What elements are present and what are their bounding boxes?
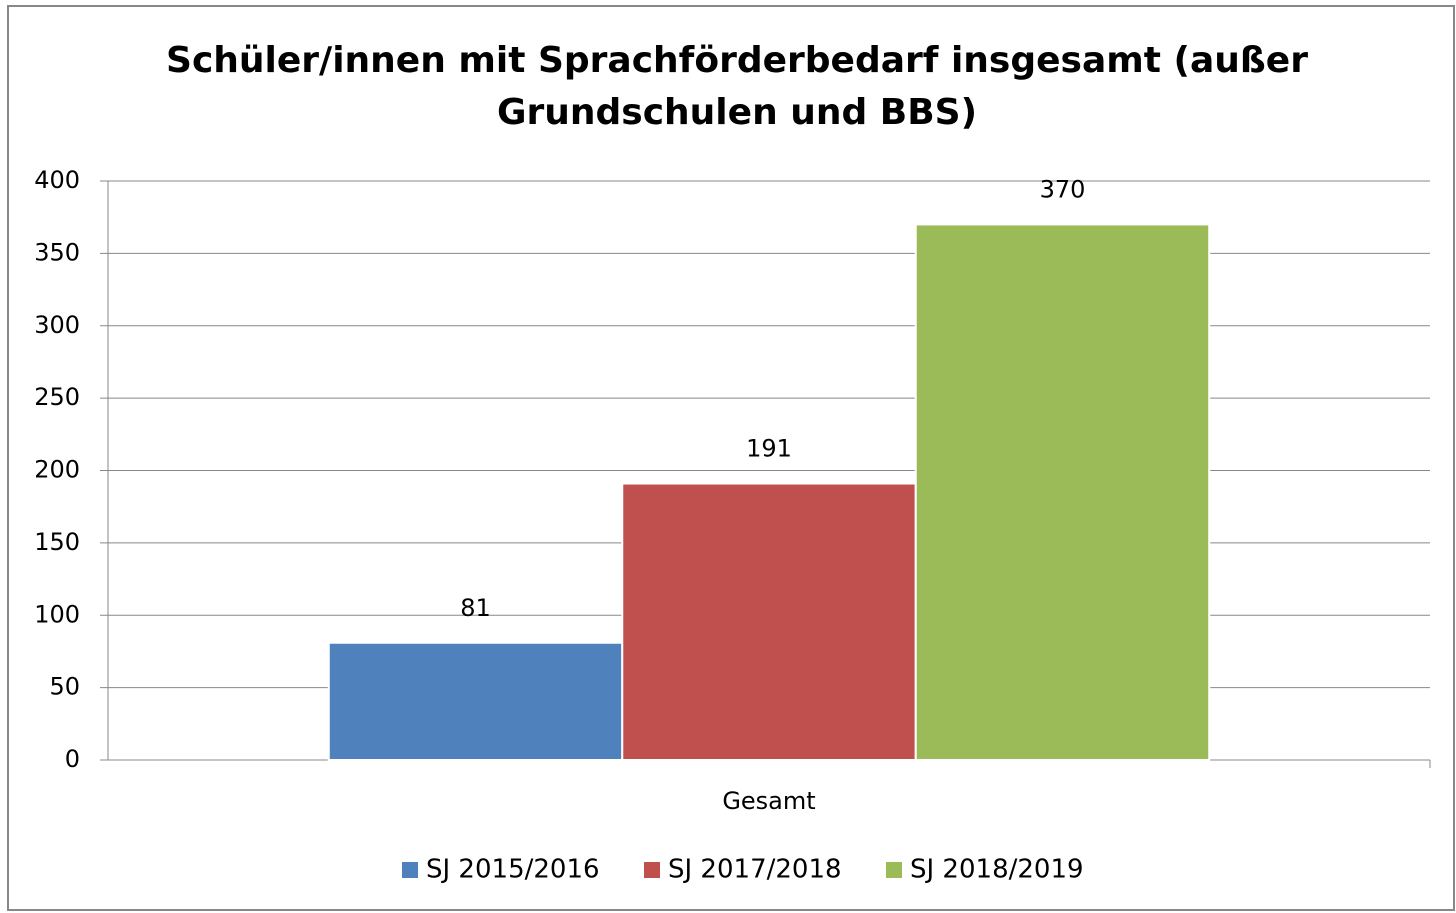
- y-tick-label: 350: [34, 238, 80, 266]
- bar: [914, 223, 1211, 762]
- y-tick-label: 0: [65, 745, 80, 773]
- chart-frame: [7, 5, 1455, 911]
- legend-label: SJ 2015/2016: [426, 855, 600, 885]
- legend-label: SJ 2018/2019: [910, 855, 1084, 885]
- y-tick-label: 50: [49, 673, 80, 701]
- y-tick-label: 400: [34, 166, 80, 194]
- data-label: 81: [460, 594, 491, 622]
- legend-label: SJ 2017/2018: [668, 855, 842, 885]
- y-tick-label: 100: [34, 600, 80, 628]
- bar: [621, 482, 917, 761]
- y-tick-label: 200: [34, 456, 80, 484]
- y-tick-label: 150: [34, 528, 80, 556]
- y-tick-label: 250: [34, 383, 80, 411]
- data-label: 370: [1040, 175, 1086, 203]
- bar: [327, 641, 624, 761]
- x-tick-label: Gesamt: [722, 787, 815, 815]
- chart-title: Schüler/innen mit Sprachförderbedarf ins…: [166, 40, 1308, 81]
- legend-swatch: [402, 862, 418, 878]
- legend-swatch: [886, 862, 902, 878]
- chart-title: Grundschulen und BBS): [497, 92, 977, 133]
- legend-swatch: [644, 862, 660, 878]
- data-label: 191: [746, 435, 792, 463]
- y-tick-label: 300: [34, 311, 80, 339]
